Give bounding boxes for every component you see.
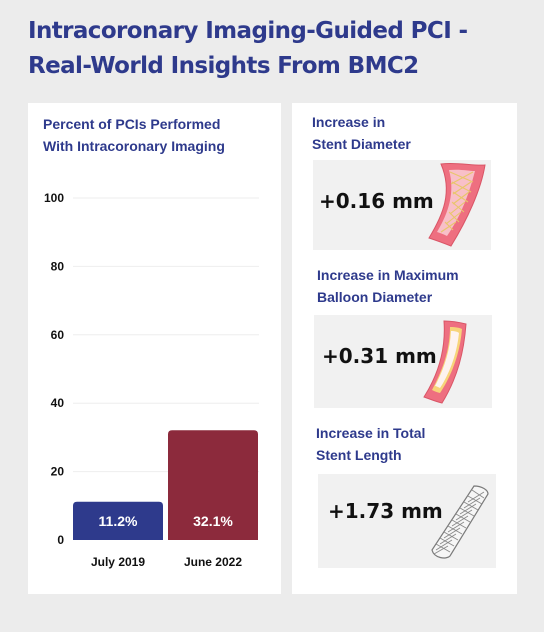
page-title: Intracoronary Imaging-Guided PCI - Real-… — [28, 14, 528, 84]
mesh-stent-icon — [431, 485, 489, 559]
page-title-line-1: Intracoronary Imaging-Guided PCI - — [28, 18, 468, 44]
chart-title: Percent of PCIs Performed With Intracoro… — [43, 113, 268, 157]
y-tick-label: 0 — [57, 533, 64, 547]
y-tick-label: 100 — [44, 191, 64, 205]
chart-panel: 0 20 40 60 80 100 11.2% July 2019 32.1% June 2022… — [28, 103, 281, 594]
stent-length-heading: Increase in Total Stent Length — [316, 422, 425, 466]
bar-july-2019 — [73, 501, 163, 540]
balloon-diameter-heading-line-1: Increase in Maximum — [317, 267, 459, 283]
y-tick-label: 60 — [51, 328, 65, 342]
balloon-diameter-heading-line-2: Balloon Diameter — [317, 289, 433, 305]
y-tick-label: 80 — [51, 259, 65, 273]
bar-data-label: 32.1% — [193, 513, 233, 529]
y-tick-label: 40 — [51, 396, 65, 410]
balloon-vessel-icon — [423, 320, 467, 404]
balloon-diameter-value: +0.31 mm — [322, 344, 437, 368]
stent-vessel-icon — [428, 162, 486, 247]
stent-diameter-heading: Increase in Stent Diameter — [312, 111, 411, 155]
stent-diameter-card: +0.16 mm — [313, 160, 491, 250]
stent-length-card: +1.73 mm — [318, 474, 496, 568]
balloon-diameter-heading: Increase in Maximum Balloon Diameter — [317, 264, 459, 308]
stent-length-heading-line-1: Increase in Total — [316, 425, 426, 441]
page-title-line-2: Real-World Insights From BMC2 — [28, 53, 419, 79]
chart-title-line-1: Percent of PCIs Performed — [43, 116, 221, 132]
x-category-label: June 2022 — [184, 555, 242, 569]
balloon-diameter-card: +0.31 mm — [314, 315, 492, 408]
chart-title-line-2: With Intracoronary Imaging — [43, 138, 225, 154]
bar-chart: 0 20 40 60 80 100 11.2% July 2019 32.1% June 2022 — [44, 191, 259, 569]
stats-panel: Increase in Stent Diameter +0.16 mm Incr… — [292, 103, 517, 594]
stent-length-heading-line-2: Stent Length — [316, 447, 402, 463]
y-tick-label: 20 — [51, 465, 65, 479]
stent-diameter-value: +0.16 mm — [319, 189, 434, 213]
stent-diameter-heading-line-1: Increase in — [312, 114, 386, 130]
bar-june-2022 — [168, 430, 258, 540]
stent-length-value: +1.73 mm — [328, 499, 443, 523]
x-category-label: July 2019 — [91, 555, 145, 569]
bar-data-label: 11.2% — [99, 513, 138, 529]
stent-diameter-heading-line-2: Stent Diameter — [312, 136, 411, 152]
